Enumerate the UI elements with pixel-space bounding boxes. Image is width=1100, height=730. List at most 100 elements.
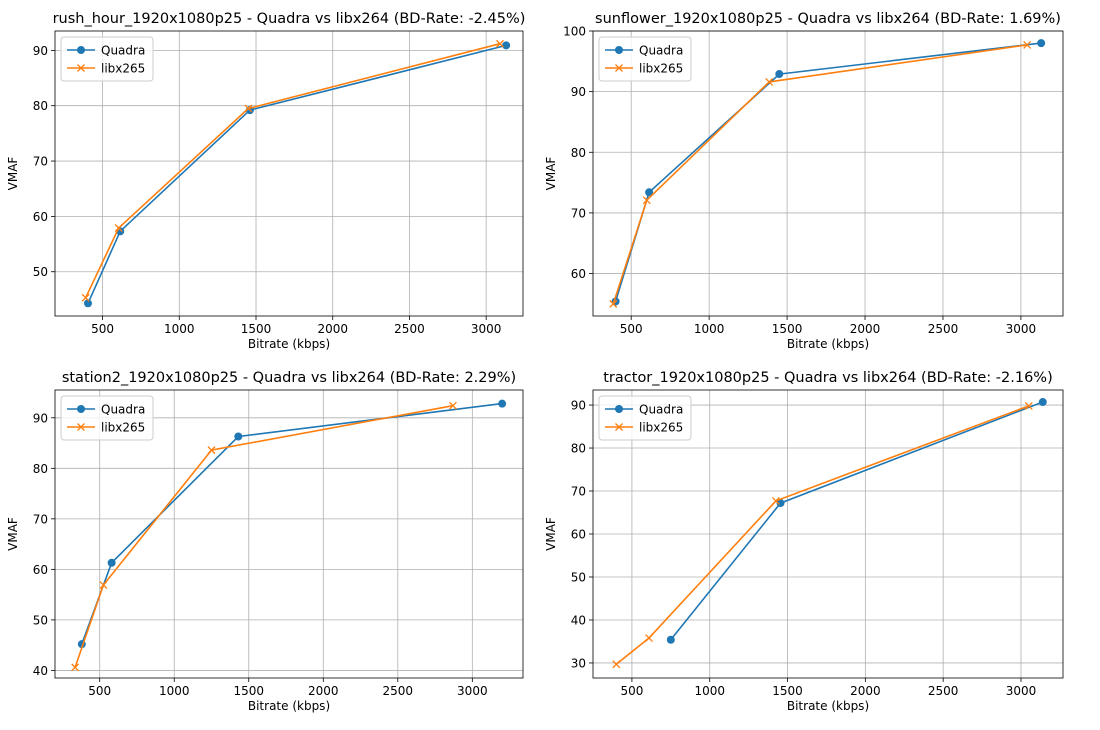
data-point-libx265 xyxy=(609,299,618,308)
series-line-libx265 xyxy=(74,404,454,668)
x-tick-label: 500 xyxy=(91,322,114,336)
legend-marker-quadra xyxy=(77,46,85,54)
legend: Quadra libx265 xyxy=(598,395,692,441)
y-tick-label: 80 xyxy=(571,146,586,160)
axes-frame xyxy=(54,389,524,679)
x-axis-label: Bitrate (kbps) xyxy=(248,699,330,713)
y-tick-label: 50 xyxy=(571,570,586,584)
legend-label-quadra: Quadra xyxy=(639,403,683,417)
legend-marker-quadra xyxy=(77,405,85,413)
x-tick-label: 1000 xyxy=(159,684,190,698)
y-tick-label: 70 xyxy=(571,485,586,499)
y-tick-label: 90 xyxy=(33,411,48,425)
data-point-libx265 xyxy=(642,196,651,205)
data-point-quadra xyxy=(502,41,511,50)
legend-label-quadra: Quadra xyxy=(101,403,145,417)
data-point-libx265 xyxy=(71,663,80,672)
data-point-libx265 xyxy=(765,77,774,86)
y-axis-label: VMAF xyxy=(6,517,20,551)
y-tick-label: 60 xyxy=(33,563,48,577)
legend-marker-libx265 xyxy=(615,423,623,431)
legend-label-libx265: libx265 xyxy=(101,421,145,435)
data-point-libx265 xyxy=(207,446,216,455)
x-tick-label: 2500 xyxy=(383,684,414,698)
series-line-libx265 xyxy=(612,44,1028,305)
data-point-quadra xyxy=(775,70,784,79)
x-tick-label: 1500 xyxy=(241,322,272,336)
chart-panel-2: 500 1000 1500 2000 2500 3000 60 70 80 90 100 sunflo… xyxy=(544,11,1064,351)
x-tick-label: 1000 xyxy=(164,322,195,336)
chart-panel-1: 500 1000 1500 2000 2500 3000 50 60 70 80 90 rush_ho… xyxy=(6,11,525,351)
y-tick-label: 80 xyxy=(571,442,586,456)
y-tick-label: 100 xyxy=(563,25,586,39)
y-tick-label: 80 xyxy=(33,99,48,113)
x-axis-label: Bitrate (kbps) xyxy=(787,337,869,351)
legend-label-libx265: libx265 xyxy=(639,421,683,435)
x-tick-label: 1500 xyxy=(233,684,264,698)
data-point-libx265 xyxy=(771,496,780,505)
y-tick-label: 90 xyxy=(571,399,586,413)
series-line-libx265 xyxy=(84,42,501,299)
x-tick-label: 1000 xyxy=(694,322,725,336)
data-point-libx265 xyxy=(244,104,253,113)
data-point-libx265 xyxy=(99,581,108,589)
data-point-quadra xyxy=(107,558,116,567)
axes-frame xyxy=(592,389,1064,679)
series-line-quadra xyxy=(87,44,507,304)
y-tick-label: 50 xyxy=(33,613,48,627)
y-tick-label: 40 xyxy=(33,664,48,678)
data-point-libx265 xyxy=(448,401,457,410)
chart-title: tractor_1920x1080p25 - Quadra vs libx264… xyxy=(603,370,1052,386)
x-tick-label: 3000 xyxy=(1006,322,1037,336)
data-point-libx265 xyxy=(612,660,621,669)
data-point-quadra xyxy=(776,499,785,508)
data-point-quadra xyxy=(83,299,92,308)
x-tick-label: 2500 xyxy=(928,684,959,698)
legend: Quadra libx265 xyxy=(60,36,154,82)
chart-title: station2_1920x1080p25 - Quadra vs libx26… xyxy=(62,370,516,386)
data-point-quadra xyxy=(234,432,243,441)
x-tick-label: 2000 xyxy=(317,322,348,336)
legend-marker-libx265 xyxy=(77,64,85,72)
axes-frame xyxy=(54,30,524,317)
x-tick-label: 2000 xyxy=(850,684,881,698)
data-point-libx265 xyxy=(1023,40,1032,49)
legend-marker-quadra xyxy=(615,405,623,413)
legend-marker-libx265 xyxy=(77,423,85,431)
x-tick-label: 3000 xyxy=(471,322,502,336)
x-tick-label: 500 xyxy=(620,684,643,698)
y-tick-label: 60 xyxy=(33,210,48,224)
x-tick-label: 3000 xyxy=(457,684,488,698)
y-axis-label: VMAF xyxy=(6,157,20,191)
data-point-libx265 xyxy=(496,39,504,48)
y-tick-label: 60 xyxy=(571,528,586,542)
y-axis-label: VMAF xyxy=(544,157,558,191)
y-tick-label: 70 xyxy=(33,512,48,526)
data-point-libx265 xyxy=(1024,401,1033,410)
y-tick-label: 40 xyxy=(571,613,586,627)
data-point-quadra xyxy=(666,635,675,644)
y-tick-label: 30 xyxy=(571,656,586,670)
legend-label-libx265: libx265 xyxy=(101,62,145,76)
x-tick-label: 500 xyxy=(88,684,111,698)
x-axis-label: Bitrate (kbps) xyxy=(787,699,869,713)
legend: Quadra libx265 xyxy=(60,395,154,441)
x-tick-label: 2000 xyxy=(850,322,881,336)
y-tick-label: 90 xyxy=(33,44,48,58)
legend-label-quadra: Quadra xyxy=(101,44,145,58)
legend-label-libx265: libx265 xyxy=(639,62,683,76)
y-tick-label: 70 xyxy=(571,206,586,220)
data-point-libx265 xyxy=(645,634,653,642)
data-point-quadra xyxy=(1038,398,1047,407)
chart-title: rush_hour_1920x1080p25 - Quadra vs libx2… xyxy=(53,11,526,27)
x-tick-label: 1500 xyxy=(772,322,803,336)
y-tick-label: 60 xyxy=(571,267,586,281)
data-point-quadra xyxy=(1037,39,1046,48)
legend-marker-quadra xyxy=(615,46,623,54)
x-tick-label: 1000 xyxy=(694,684,725,698)
y-tick-label: 90 xyxy=(571,85,586,99)
y-tick-label: 80 xyxy=(33,462,48,476)
data-point-libx265 xyxy=(114,224,123,232)
